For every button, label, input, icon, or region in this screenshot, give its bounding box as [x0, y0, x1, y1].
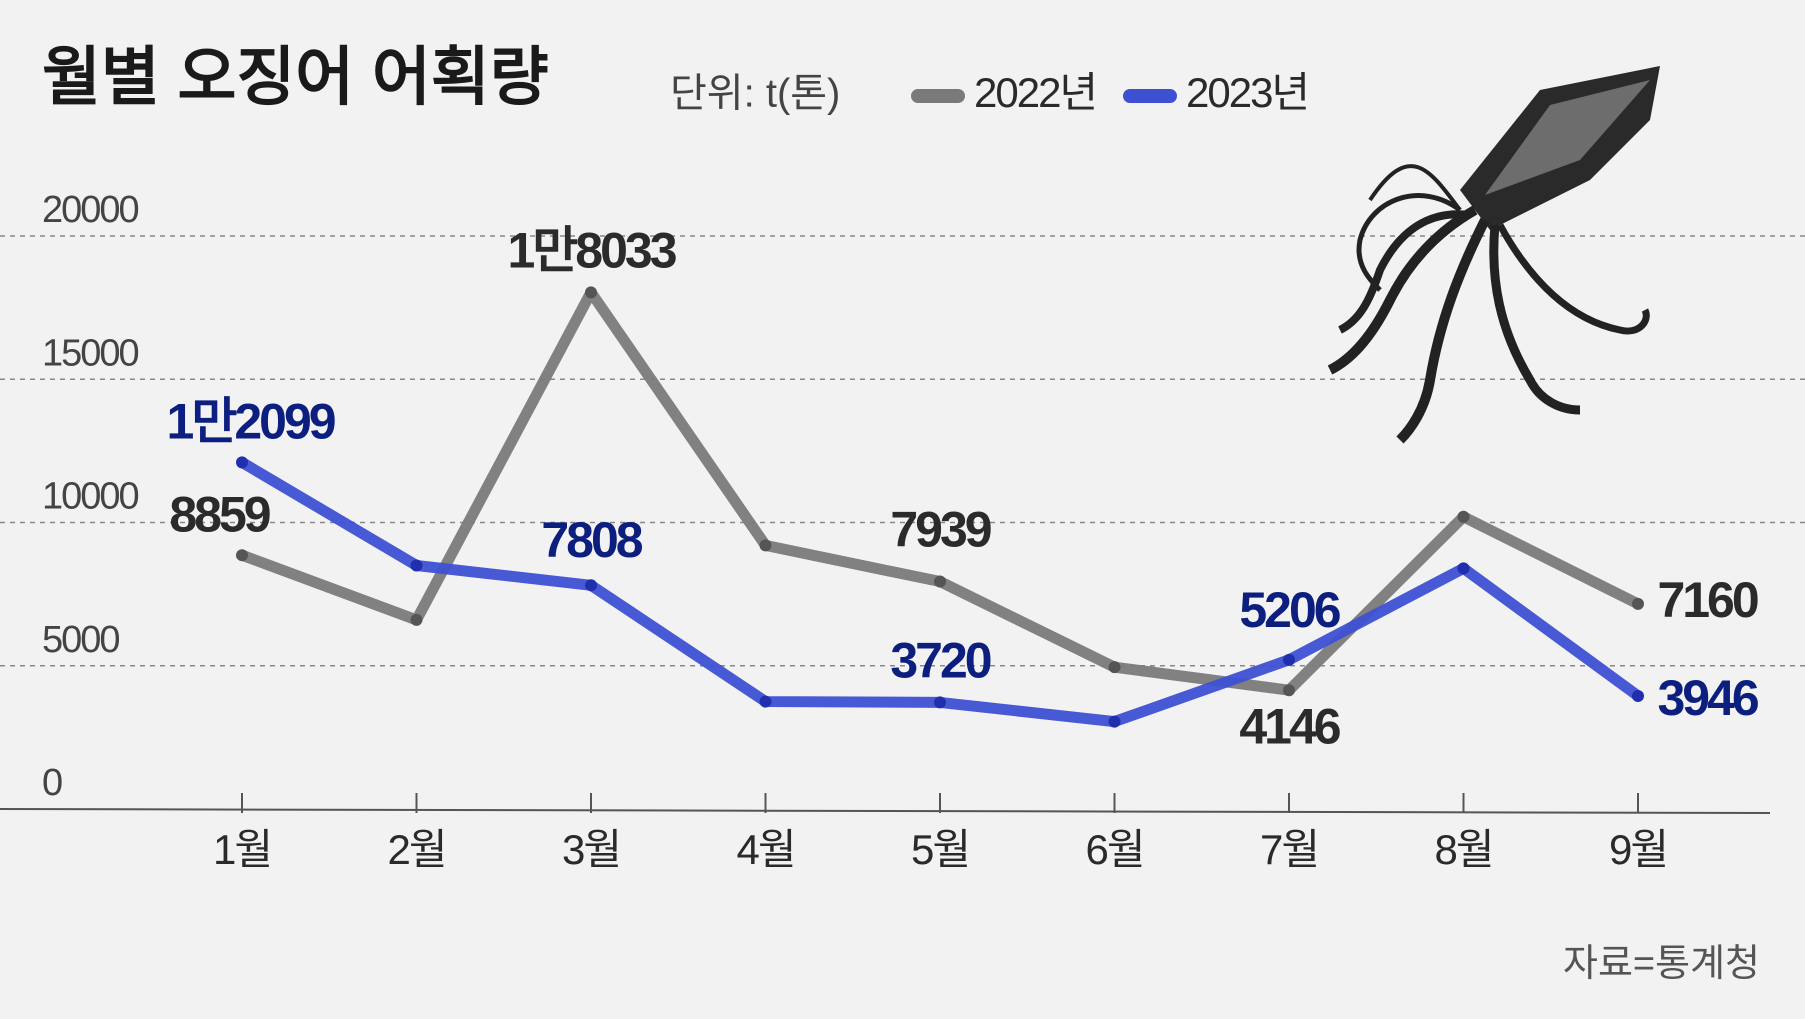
point	[585, 579, 597, 592]
point	[934, 696, 946, 709]
value-label: 4146	[1239, 699, 1339, 755]
value-label: 7808	[541, 512, 642, 568]
point	[759, 695, 772, 708]
value-label: 8859	[169, 487, 269, 543]
x-tick-label: 5월	[911, 826, 969, 873]
value-label: 5206	[1239, 582, 1339, 638]
y-tick-label: 5000	[42, 619, 119, 661]
point	[410, 613, 423, 626]
y-tick-label: 10000	[42, 476, 139, 518]
x-tick-label: 3월	[562, 826, 620, 873]
value-label: 3946	[1657, 670, 1757, 726]
value-label: 1만8033	[507, 223, 675, 279]
value-label: 7160	[1657, 572, 1757, 628]
value-label: 1만2099	[167, 394, 335, 450]
point	[236, 549, 248, 562]
point	[759, 539, 772, 552]
source: 자료=통계청	[1563, 943, 1760, 985]
value-label: 7939	[890, 501, 990, 557]
point	[585, 286, 597, 299]
point	[1283, 684, 1295, 697]
x-tick-label: 8월	[1435, 826, 1493, 873]
point	[236, 456, 248, 469]
x-tick-label: 2월	[388, 826, 446, 873]
point	[1457, 562, 1470, 575]
x-tick-label: 1월	[213, 826, 271, 873]
point	[1457, 510, 1470, 523]
point	[934, 575, 946, 588]
y-tick-label: 20000	[42, 189, 139, 231]
x-tick-label: 9월	[1609, 826, 1667, 873]
legend-label: 2022년	[974, 69, 1096, 116]
x-tick-label: 7월	[1260, 826, 1318, 873]
value-label: 3720	[890, 633, 990, 689]
point	[1108, 661, 1121, 674]
chart-subtitle: 단위: t(톤)	[670, 72, 840, 116]
point	[1108, 715, 1121, 728]
x-tick-label: 4월	[737, 826, 795, 873]
y-tick-label: 15000	[42, 332, 139, 374]
x-tick-label: 6월	[1086, 826, 1144, 873]
axis-line	[0, 808, 1771, 814]
legend-label: 2023년	[1186, 69, 1308, 116]
y-tick-label: 0	[42, 762, 62, 804]
point	[410, 559, 423, 572]
squid-illustration	[1327, 66, 1660, 444]
chart-title: 월별 오징어 어획량	[42, 41, 549, 113]
point	[1632, 689, 1644, 702]
point	[1283, 653, 1295, 666]
point	[1632, 597, 1644, 610]
